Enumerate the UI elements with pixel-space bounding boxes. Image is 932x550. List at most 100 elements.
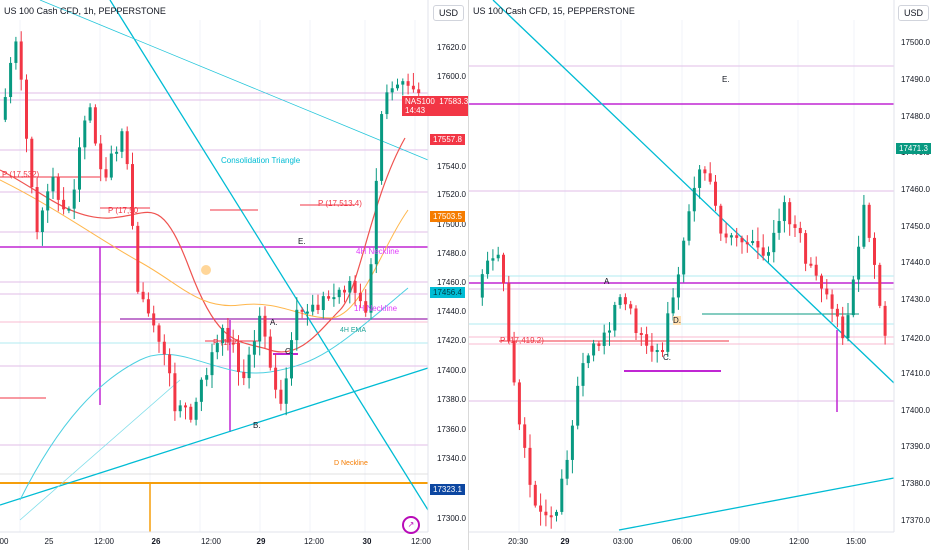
left-x-tick: 12:00 xyxy=(201,537,222,546)
left-x-tick: 29 xyxy=(257,537,266,546)
candle-body xyxy=(719,205,723,234)
candle-body xyxy=(337,289,341,298)
candle-body xyxy=(19,41,23,80)
candle-body xyxy=(125,131,129,165)
pivot-label-3: P (17,513.4) xyxy=(318,199,362,208)
candle-body xyxy=(692,187,696,212)
candle-body xyxy=(576,385,580,426)
left-x-tick: 26 xyxy=(152,537,161,546)
right-y-tick: 17500.0 xyxy=(901,38,930,47)
candle-body xyxy=(316,304,320,311)
candle-body xyxy=(666,313,670,352)
candle-body xyxy=(252,341,256,355)
candle-body xyxy=(533,484,537,506)
candle-body xyxy=(851,279,855,316)
candle-body xyxy=(491,258,495,261)
candle-body xyxy=(136,225,140,292)
candle-body xyxy=(618,297,622,305)
candle-body xyxy=(777,221,781,233)
candle-body xyxy=(417,89,421,94)
candle-body xyxy=(168,354,172,374)
candle-body xyxy=(401,81,405,85)
right-x-tick: 06:00 xyxy=(672,537,693,546)
left-price-tag: 17323.1 xyxy=(430,484,465,495)
candle-body xyxy=(581,363,585,386)
right-y-tick: 17460.0 xyxy=(901,185,930,194)
candle-body xyxy=(809,263,813,266)
candle-body xyxy=(237,342,240,372)
right-point-e-label: E. xyxy=(722,75,730,84)
candle-body xyxy=(597,343,601,346)
left-y-tick: 17520.0 xyxy=(437,190,466,199)
candle-body xyxy=(51,176,55,192)
neckline-1h-label: 1H Neckline xyxy=(354,304,398,313)
candle-body xyxy=(825,288,829,295)
left-x-tick: 30 xyxy=(363,537,372,546)
candle-body xyxy=(226,327,230,343)
right-x-tick: 09:00 xyxy=(730,537,751,546)
right-y-tick: 17390.0 xyxy=(901,442,930,451)
candle-body xyxy=(661,350,664,353)
candle-body xyxy=(555,511,558,516)
candle-body xyxy=(35,187,39,233)
right-y-tick: 17450.0 xyxy=(901,222,930,231)
right-price-tag: 17471.3 xyxy=(896,143,931,154)
candle-body xyxy=(687,211,691,241)
candle-body xyxy=(194,401,198,420)
candle-body xyxy=(189,406,193,420)
candle-body xyxy=(565,459,569,479)
right-y-tick: 17440.0 xyxy=(901,258,930,267)
right-chart-pane[interactable]: 17500.017490.017480.017470.017460.017450… xyxy=(469,0,932,550)
left-y-tick: 17540.0 xyxy=(437,162,466,171)
candle-body xyxy=(523,424,527,448)
candle-body xyxy=(88,107,92,121)
tradingview-logo-icon[interactable]: ↗ xyxy=(402,516,420,534)
left-chart-pane[interactable]: 17620.0 17600.0 17540.0 17520.0 17500.0 17480… xyxy=(0,0,469,550)
support-line xyxy=(19,379,181,521)
right-y-tick: 17420.0 xyxy=(901,334,930,343)
d-neckline-label: D Neckline xyxy=(334,460,368,467)
left-currency-button[interactable]: USD xyxy=(433,5,465,21)
candle-body xyxy=(560,478,564,512)
left-chart-title: US 100 Cash CFD, 1h, PEPPERSTONE xyxy=(4,6,166,16)
point-a-label: A. xyxy=(270,318,278,327)
left-price-tag: 17503.5 xyxy=(430,211,465,222)
candle-body xyxy=(793,224,797,228)
candle-body xyxy=(215,343,219,353)
left-y-tick: 17360.0 xyxy=(437,425,466,434)
candle-body xyxy=(46,191,50,211)
left-x-tick: 12:00 xyxy=(304,537,325,546)
candle-body xyxy=(120,131,124,152)
point-b-label: B. xyxy=(253,421,261,430)
candle-body xyxy=(290,340,293,379)
candle-body xyxy=(539,505,543,512)
right-y-tick: 17370.0 xyxy=(901,516,930,525)
right-currency-button[interactable]: USD xyxy=(898,5,930,21)
candle-body xyxy=(141,291,145,300)
candle-body xyxy=(835,308,839,317)
right-pivot-label: P (17,419.2) xyxy=(500,336,544,345)
right-chart-canvas[interactable]: 17500.017490.017480.017470.017460.017450… xyxy=(469,0,932,550)
candle-body xyxy=(650,345,654,352)
candle-body xyxy=(729,235,733,238)
candle-body xyxy=(274,367,278,390)
candle-body xyxy=(528,447,532,485)
candle-body xyxy=(602,332,606,346)
candle-body xyxy=(205,375,209,380)
candle-body xyxy=(295,309,299,341)
candle-body xyxy=(40,210,44,233)
right-point-a-label: A xyxy=(604,277,610,286)
right-x-tick: 29 xyxy=(561,537,570,546)
candle-body xyxy=(830,294,834,309)
candle-body xyxy=(321,296,325,311)
candle-body xyxy=(846,315,850,339)
candle-body xyxy=(199,379,203,402)
left-chart-canvas[interactable]: 17620.0 17600.0 17540.0 17520.0 17500.0 17480… xyxy=(0,0,468,550)
candle-body xyxy=(332,297,336,300)
candle-body xyxy=(56,176,60,200)
candle-body xyxy=(327,296,331,299)
right-y-tick: 17400.0 xyxy=(901,406,930,415)
candle-body xyxy=(740,237,744,243)
candle-body xyxy=(570,425,574,460)
left-y-tick: 17440.0 xyxy=(437,307,466,316)
